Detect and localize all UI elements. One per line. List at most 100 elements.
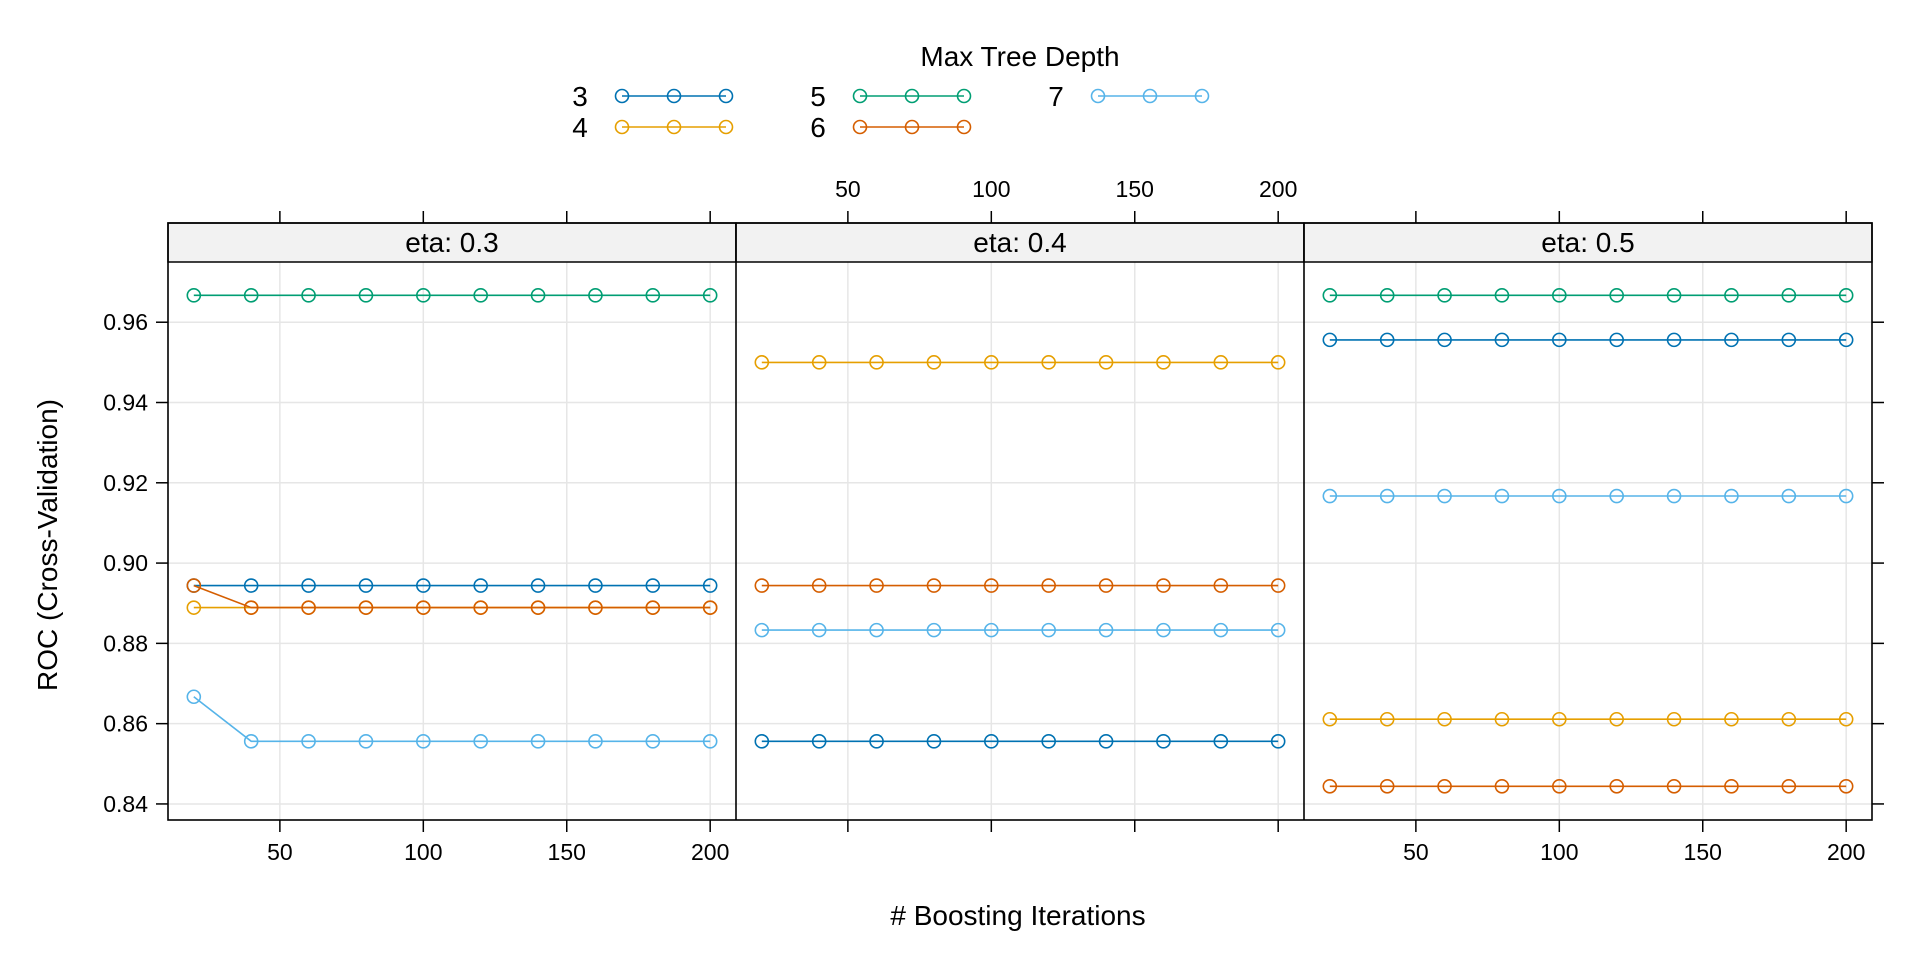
data-point bbox=[1666, 488, 1682, 504]
data-point bbox=[301, 578, 316, 593]
data-point bbox=[1724, 288, 1739, 303]
plot-frame bbox=[167, 222, 1873, 821]
data-point bbox=[530, 578, 546, 593]
legend-marker-7-1 bbox=[1142, 88, 1158, 104]
data-point bbox=[1838, 711, 1854, 727]
legend-label-7: 7 bbox=[1048, 81, 1064, 112]
data-point bbox=[186, 288, 202, 303]
data-point bbox=[811, 578, 827, 593]
data-point bbox=[1437, 778, 1452, 794]
x-tick-label: 200 bbox=[1259, 176, 1297, 202]
panel-3: eta: 0.5 bbox=[1303, 222, 1873, 820]
series-6 bbox=[754, 578, 1286, 593]
data-point bbox=[811, 734, 827, 749]
data-point bbox=[1552, 332, 1567, 348]
data-point bbox=[1213, 734, 1229, 749]
data-point bbox=[1781, 778, 1797, 794]
data-point bbox=[588, 734, 603, 749]
x-tick-label: 150 bbox=[1116, 176, 1154, 202]
data-point bbox=[869, 355, 884, 370]
legend-marker-7-2 bbox=[1194, 88, 1210, 104]
data-point bbox=[1270, 622, 1286, 638]
series-6 bbox=[1322, 778, 1854, 794]
data-point bbox=[1838, 288, 1854, 303]
series-7 bbox=[186, 689, 718, 749]
data-point bbox=[243, 734, 259, 749]
series-4 bbox=[1322, 711, 1854, 727]
data-point bbox=[1322, 332, 1338, 348]
data-point bbox=[754, 622, 770, 638]
data-point bbox=[1270, 734, 1286, 749]
data-point bbox=[1552, 288, 1567, 303]
data-point bbox=[1213, 578, 1229, 593]
data-point bbox=[1437, 711, 1452, 727]
data-point bbox=[301, 288, 316, 303]
data-point bbox=[1098, 734, 1114, 749]
data-point bbox=[473, 288, 488, 303]
data-point bbox=[1609, 488, 1624, 504]
panel-1: eta: 0.3 bbox=[167, 222, 737, 820]
data-point bbox=[1379, 488, 1395, 504]
y-tick-label: 0.86 bbox=[103, 711, 148, 737]
legend-marker-4-1 bbox=[666, 119, 682, 135]
data-point bbox=[1609, 332, 1624, 348]
data-point bbox=[811, 355, 827, 370]
data-point bbox=[186, 600, 202, 615]
legend-label-6: 6 bbox=[810, 112, 826, 143]
y-tick-label: 0.84 bbox=[103, 791, 148, 817]
legend-marker-6-1 bbox=[904, 119, 920, 135]
panels: eta: 0.3 eta: 0.4 eta: 0.5 bbox=[167, 222, 1873, 820]
x-tick-label: 100 bbox=[404, 839, 442, 865]
data-point bbox=[1213, 355, 1229, 370]
data-point bbox=[1437, 332, 1452, 348]
panel-2: eta: 0.4 bbox=[735, 222, 1305, 820]
data-point bbox=[1666, 288, 1682, 303]
data-point bbox=[530, 288, 546, 303]
data-point bbox=[1552, 711, 1567, 727]
data-point bbox=[1609, 711, 1624, 727]
x-axis-label: # Boosting Iterations bbox=[890, 900, 1145, 931]
data-point bbox=[984, 734, 999, 749]
data-point bbox=[1156, 622, 1171, 638]
legend-marker-5-2 bbox=[956, 88, 972, 104]
series-3 bbox=[754, 734, 1286, 749]
legend-marker-4-0 bbox=[614, 119, 630, 135]
legend-item-5: 5 bbox=[810, 81, 972, 112]
data-point bbox=[1213, 622, 1229, 638]
data-point bbox=[1437, 488, 1452, 504]
legend-item-7: 7 bbox=[1048, 81, 1210, 112]
data-point bbox=[1379, 711, 1395, 727]
data-point bbox=[1609, 288, 1624, 303]
data-point bbox=[1666, 711, 1682, 727]
panel-1-grid bbox=[168, 262, 736, 820]
data-point bbox=[869, 734, 884, 749]
y-axis-label: ROC (Cross-Validation) bbox=[32, 399, 63, 691]
series-5 bbox=[186, 288, 718, 303]
data-point bbox=[1609, 778, 1624, 794]
legend-label-3: 3 bbox=[572, 81, 588, 112]
data-point bbox=[1838, 332, 1854, 348]
data-point bbox=[926, 734, 942, 749]
data-point bbox=[1437, 288, 1452, 303]
data-point bbox=[588, 600, 603, 615]
data-point bbox=[984, 578, 999, 593]
legend-item-3: 3 bbox=[572, 81, 734, 112]
legend-item-6: 6 bbox=[810, 112, 972, 143]
data-point bbox=[473, 600, 488, 615]
data-point bbox=[416, 288, 431, 303]
data-point bbox=[1156, 734, 1171, 749]
data-point bbox=[1098, 578, 1114, 593]
data-point bbox=[926, 355, 942, 370]
data-point bbox=[1041, 734, 1056, 749]
data-point bbox=[984, 355, 999, 370]
legend-marker-5-1 bbox=[904, 88, 920, 104]
data-point bbox=[416, 600, 431, 615]
data-point bbox=[1552, 488, 1567, 504]
data-point bbox=[1666, 778, 1682, 794]
data-point bbox=[1270, 355, 1286, 370]
data-point bbox=[645, 288, 661, 303]
legend-marker-7-0 bbox=[1090, 88, 1106, 104]
data-point bbox=[1724, 778, 1739, 794]
series-7 bbox=[754, 622, 1286, 638]
